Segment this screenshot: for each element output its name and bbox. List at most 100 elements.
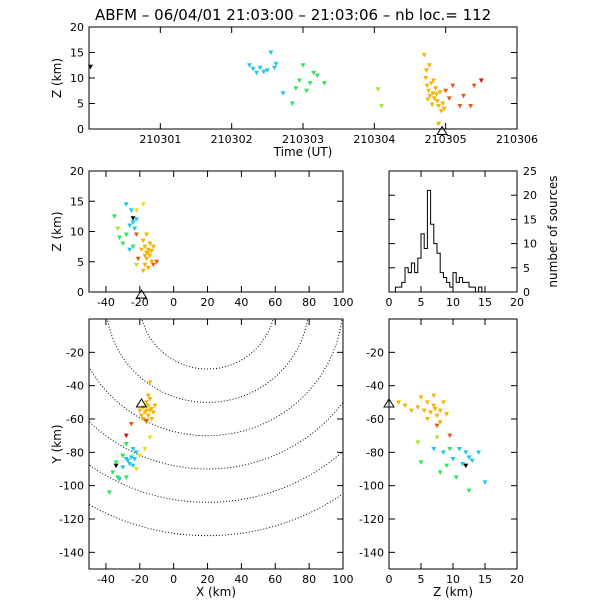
data-point bbox=[145, 393, 151, 399]
data-point bbox=[431, 447, 437, 452]
data-point bbox=[138, 413, 144, 419]
data-point bbox=[123, 232, 129, 238]
data-point bbox=[415, 405, 421, 410]
data-point bbox=[264, 68, 270, 73]
data-point bbox=[457, 104, 463, 109]
data-point bbox=[142, 244, 148, 250]
data-point bbox=[273, 61, 279, 67]
panel-z-y-view: 0 5 10 15 20 -140 -120 -100 -80 -60 -40 -20 Z (km) bbox=[359, 318, 524, 599]
y-tick-label: -80 bbox=[66, 446, 84, 459]
data-point bbox=[314, 73, 320, 78]
data-point bbox=[434, 98, 440, 104]
station-triangle-marker bbox=[436, 125, 449, 136]
data-point bbox=[440, 101, 446, 106]
data-point bbox=[271, 65, 277, 71]
data-point bbox=[261, 69, 267, 75]
data-point bbox=[424, 83, 430, 89]
y-tick-label: 0 bbox=[77, 123, 84, 136]
data-point bbox=[446, 96, 452, 101]
data-point bbox=[133, 467, 139, 472]
y-tick-label: -40 bbox=[366, 380, 384, 393]
x-axis-label: Z (km) bbox=[433, 585, 473, 599]
y-tick-label: -120 bbox=[59, 513, 84, 526]
x-tick-label: 100 bbox=[333, 296, 354, 309]
y-tick-label: -60 bbox=[366, 413, 384, 426]
panel-time-height: 210301 210302 210303 210304 210305 210306 0 5 10… bbox=[50, 21, 538, 159]
y-tick-label: -40 bbox=[66, 380, 84, 393]
x-tick-label: 5 bbox=[418, 573, 425, 586]
data-point bbox=[147, 435, 153, 440]
y-axis-label: Z (km) bbox=[50, 58, 64, 98]
data-point bbox=[133, 217, 139, 222]
data-point bbox=[128, 455, 134, 460]
y-tick-label: 0 bbox=[523, 286, 530, 299]
x-tick-label: 40 bbox=[234, 296, 248, 309]
data-point bbox=[311, 70, 317, 76]
data-point bbox=[307, 81, 313, 86]
y-tick-label: -80 bbox=[366, 446, 384, 459]
data-point bbox=[123, 457, 129, 462]
data-point bbox=[421, 408, 427, 414]
data-point bbox=[123, 475, 129, 480]
data-point bbox=[127, 223, 133, 228]
y-tick-label: 0 bbox=[77, 286, 84, 299]
x-tick-label: 80 bbox=[302, 573, 316, 586]
data-point bbox=[147, 241, 153, 247]
data-point bbox=[418, 395, 424, 400]
data-point bbox=[144, 256, 150, 262]
station-triangle-marker bbox=[135, 398, 148, 408]
panel-x-height: -40 -20 0 20 40 60 80 100 0 5 10 15 20 Z (km) bbox=[50, 165, 354, 309]
data-point bbox=[87, 64, 93, 70]
y-tick-label: -60 bbox=[66, 413, 84, 426]
x-tick-label: -20 bbox=[131, 296, 149, 309]
data-point bbox=[440, 450, 446, 455]
data-point bbox=[149, 407, 155, 412]
panel-plan-view: -40 -20 0 20 40 60 80 100 -140 -120 -100 -80 -60 -40 -… bbox=[50, 318, 354, 599]
data-point bbox=[423, 76, 429, 81]
data-point bbox=[421, 53, 427, 58]
data-point bbox=[140, 238, 146, 244]
range-ring bbox=[141, 319, 274, 370]
data-point bbox=[149, 417, 155, 422]
data-point bbox=[130, 220, 136, 225]
data-point bbox=[120, 453, 126, 459]
plot-frame bbox=[88, 170, 344, 293]
data-point bbox=[443, 88, 449, 94]
x-tick-label: 210301 bbox=[139, 133, 181, 146]
data-point bbox=[111, 214, 117, 219]
data-point bbox=[130, 447, 136, 452]
data-point bbox=[289, 101, 295, 106]
data-point bbox=[408, 408, 414, 414]
x-tick-label: 0 bbox=[386, 573, 393, 586]
data-point bbox=[137, 453, 143, 459]
data-point bbox=[429, 102, 435, 108]
x-axis-label: X (km) bbox=[196, 585, 236, 599]
x-tick-label: 210306 bbox=[496, 133, 538, 146]
data-point bbox=[140, 202, 146, 207]
data-point bbox=[447, 447, 453, 452]
data-point bbox=[130, 463, 136, 469]
data-point bbox=[450, 457, 456, 462]
data-point bbox=[138, 247, 144, 253]
data-point bbox=[142, 447, 148, 452]
data-point bbox=[300, 63, 306, 68]
data-point bbox=[113, 460, 119, 465]
x-tick-label: 60 bbox=[268, 573, 282, 586]
data-point bbox=[437, 470, 443, 475]
data-point bbox=[466, 455, 472, 460]
plot-frame bbox=[88, 318, 344, 570]
y-tick-label: 5 bbox=[77, 98, 84, 111]
data-point bbox=[123, 442, 129, 447]
data-point bbox=[424, 417, 430, 422]
x-tick-label: 20 bbox=[510, 296, 524, 309]
x-tick-label: 210303 bbox=[282, 133, 324, 146]
x-tick-label: 20 bbox=[201, 296, 215, 309]
data-point bbox=[154, 259, 160, 265]
y-tick-label: -20 bbox=[366, 346, 384, 359]
data-point bbox=[471, 83, 477, 89]
y-tick-label: -100 bbox=[359, 480, 384, 493]
data-point bbox=[150, 410, 156, 415]
data-point bbox=[132, 226, 138, 231]
